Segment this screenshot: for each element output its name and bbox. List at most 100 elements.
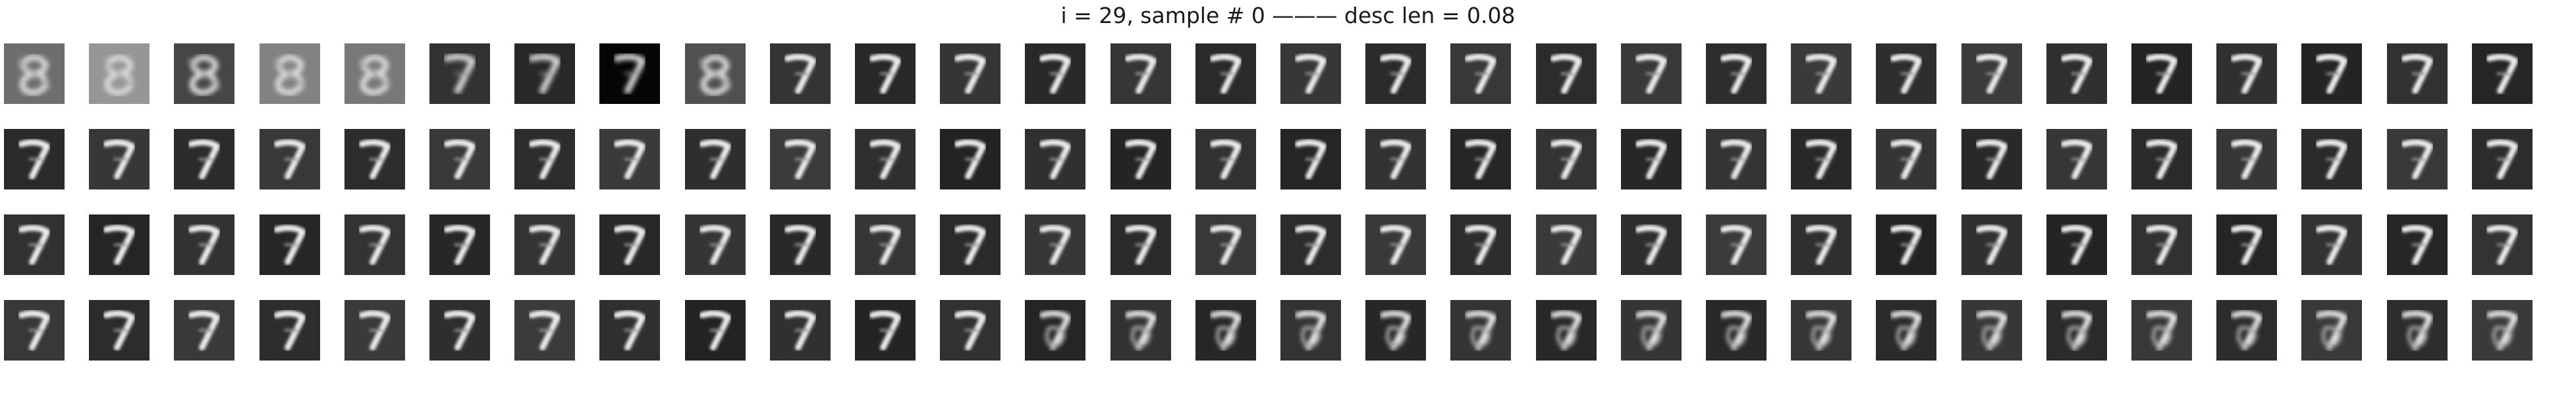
digit-image [1706, 214, 1767, 275]
reconstruction-image [2301, 129, 2363, 189]
digit-image [1791, 129, 1852, 189]
digit-image [1535, 43, 1597, 104]
digit-image [1961, 214, 2022, 275]
reconstruction-image [1876, 43, 1937, 104]
reconstruction-image [259, 300, 320, 361]
reconstruction-image [1620, 214, 1682, 275]
reconstruction-image [1025, 43, 1086, 104]
reconstruction-image [2216, 214, 2278, 275]
reconstruction-image [1280, 129, 1341, 189]
digit-image [1450, 43, 1512, 104]
reconstruction-image [344, 300, 405, 361]
digit-image [599, 43, 661, 104]
reconstruction-image [1025, 214, 1086, 275]
reconstruction-image [1706, 129, 1767, 189]
reconstruction-image [1025, 129, 1086, 189]
digit-image [1025, 214, 1086, 275]
reconstruction-image [2216, 43, 2278, 104]
reconstruction-image [1280, 43, 1341, 104]
digit-image [1195, 129, 1256, 189]
digit-image [1961, 300, 2022, 361]
digit-image [1535, 214, 1597, 275]
digit-image [429, 129, 490, 189]
digit-image [2046, 300, 2107, 361]
reconstruction-image [2216, 129, 2278, 189]
digit-image [2131, 43, 2192, 104]
digit-image [1450, 214, 1512, 275]
reconstruction-image [2131, 129, 2192, 189]
digit-image [1025, 300, 1086, 361]
reconstruction-image [1620, 300, 1682, 361]
digit-image [4, 43, 65, 104]
reconstruction-image [1365, 129, 1427, 189]
digit-image [1280, 129, 1341, 189]
reconstruction-image [2131, 300, 2192, 361]
digit-image [940, 214, 1001, 275]
digit-image [684, 43, 746, 104]
digit-image [2046, 43, 2107, 104]
reconstruction-image [1876, 129, 1937, 189]
reconstruction-image [2131, 43, 2192, 104]
digit-image [599, 300, 661, 361]
digit-image [1195, 300, 1256, 361]
digit-image [1535, 129, 1597, 189]
reconstruction-image [1791, 43, 1852, 104]
reconstruction-image [259, 43, 320, 104]
digit-image [1876, 129, 1937, 189]
reconstruction-image [259, 214, 320, 275]
digit-image [2301, 43, 2363, 104]
digit-image [2216, 214, 2278, 275]
digit-image [259, 129, 320, 189]
digit-image [599, 129, 661, 189]
digit-image [684, 300, 746, 361]
digit-image [684, 129, 746, 189]
digit-image [1620, 129, 1682, 189]
digit-image [1620, 300, 1682, 361]
reconstruction-image [1620, 43, 1682, 104]
digit-image [429, 300, 490, 361]
reconstruction-image [1195, 214, 1256, 275]
digit-image [1450, 129, 1512, 189]
digit-image [855, 43, 916, 104]
reconstruction-image [89, 214, 150, 275]
reconstruction-image [1365, 300, 1427, 361]
reconstruction-image [1706, 43, 1767, 104]
reconstruction-image [4, 300, 65, 361]
digit-image [2046, 214, 2107, 275]
reconstruction-image [855, 129, 916, 189]
digit-image [769, 300, 831, 361]
digit-image [1706, 129, 1767, 189]
reconstruction-image [174, 300, 235, 361]
reconstruction-image [2386, 300, 2448, 361]
digit-image [4, 300, 65, 361]
reconstruction-image [174, 43, 235, 104]
reconstruction-image [2301, 43, 2363, 104]
reconstruction-image [1961, 129, 2022, 189]
digit-image [2131, 129, 2192, 189]
reconstruction-image [1450, 43, 1512, 104]
digit-image [940, 43, 1001, 104]
digit-image [1365, 129, 1427, 189]
reconstruction-image [855, 214, 916, 275]
reconstruction-image [940, 43, 1001, 104]
digit-image [259, 214, 320, 275]
reconstruction-image [89, 43, 150, 104]
reconstruction-image [514, 300, 576, 361]
digit-image [174, 300, 235, 361]
digit-image [2386, 300, 2448, 361]
digit-image [514, 129, 576, 189]
reconstruction-image [1706, 214, 1767, 275]
reconstruction-image [514, 43, 576, 104]
reconstruction-image [1791, 300, 1852, 361]
reconstruction-image [2301, 300, 2363, 361]
digit-image [174, 43, 235, 104]
reconstruction-image [2471, 300, 2533, 361]
digit-image [2386, 214, 2448, 275]
digit-image [599, 214, 661, 275]
digit-image [259, 43, 320, 104]
digit-image [344, 214, 405, 275]
reconstruction-image [174, 214, 235, 275]
reconstruction-image [514, 214, 576, 275]
reconstruction-image [344, 43, 405, 104]
digit-image [1195, 214, 1256, 275]
